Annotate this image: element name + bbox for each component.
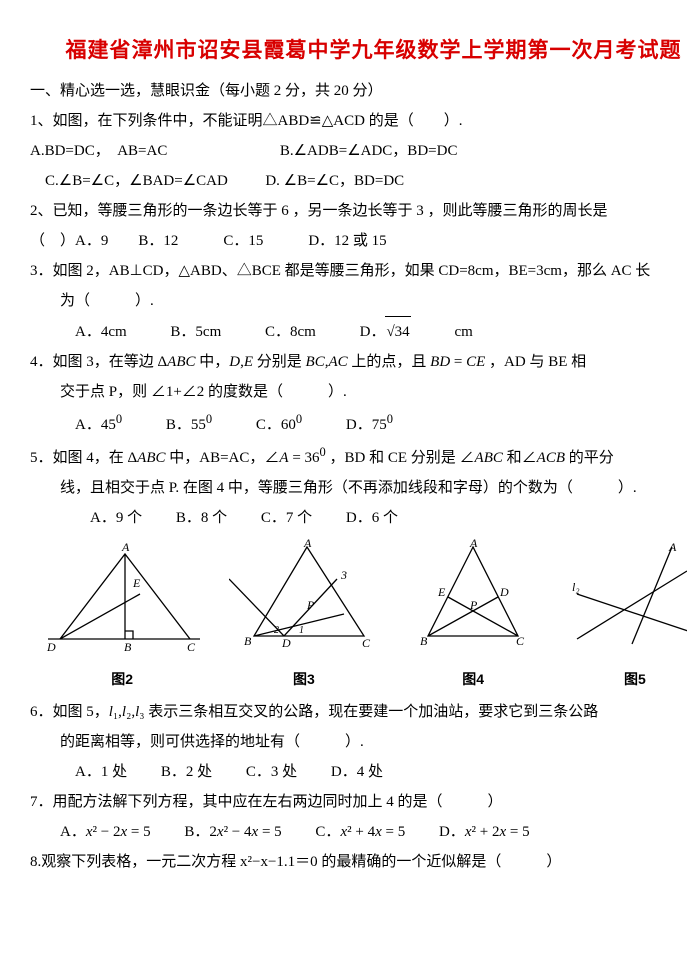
figure-3-caption: 图3: [229, 665, 379, 693]
svg-text:D: D: [281, 636, 291, 650]
q1-opt-b: B.∠ADB=∠ADC，BD=DC: [280, 143, 458, 159]
svg-text:1: 1: [299, 625, 304, 636]
q4-line1: 4．如图 3，在等边 ΔABC 中，D,E 分别是 BC,AC 上的点，且 BD…: [30, 347, 687, 377]
q4-options: A．450 B．550 C．600 D．750: [30, 407, 687, 440]
exam-title: 福建省漳州市诏安县霞葛中学九年级数学上学期第一次月考试题: [30, 30, 687, 72]
q4-opt-d: D．750: [346, 407, 393, 440]
q3-opt-c: C．8cm: [265, 317, 316, 347]
figure-2-svg: A E D B C: [45, 539, 200, 654]
figure-5-svg: A l₁ l₂ l₃: [567, 539, 687, 654]
q5-opt-c: C．7 个: [261, 503, 312, 533]
figure-3: A B D C 3 P 1 2 图3: [229, 539, 379, 693]
figure-4: A B C E D P 图4: [408, 539, 538, 693]
q5-opt-a: A．9 个: [90, 503, 142, 533]
q2-line1: 2、已知，等腰三角形的一条边长等于 6 ，另一条边长等于 3 ，则此等腰三角形的…: [30, 196, 687, 226]
q6-opt-a: A．1 处: [75, 757, 127, 787]
figure-5-caption: 图5: [567, 665, 687, 693]
figure-4-svg: A B C E D P: [408, 539, 538, 654]
svg-text:B: B: [244, 634, 252, 648]
q7-opt-a: A．x² − 2x = 5: [60, 817, 151, 847]
svg-text:C: C: [187, 640, 196, 654]
svg-text:P: P: [469, 598, 478, 612]
svg-text:2: 2: [274, 625, 279, 636]
q7-opt-b: B．2x² − 4x = 5: [184, 817, 281, 847]
svg-text:A: A: [469, 539, 478, 550]
q3-line1: 3．如图 2，AB⊥CD，△ABD、△BCE 都是等腰三角形，如果 CD=8cm…: [30, 256, 687, 286]
q6-line2: 的距离相等，则可供选择的地址有（ ）.: [30, 727, 687, 757]
svg-text:D: D: [499, 585, 509, 599]
q3-options: A．4cm B．5cm C．8cm D．√34 cm: [30, 316, 687, 347]
q3-line2: 为（ ）.: [30, 286, 687, 316]
figure-4-caption: 图4: [408, 665, 538, 693]
q5-opt-d: D．6 个: [346, 503, 398, 533]
q3-opt-a: A．4cm: [75, 317, 127, 347]
q5-opt-b: B．8 个: [176, 503, 227, 533]
q3-line1-text: 3．如图 2，AB⊥CD，△ABD、△BCE 都是等腰三角形，如果 CD=8cm…: [30, 263, 650, 279]
q5-options: A．9 个 B．8 个 C．7 个 D．6 个: [30, 503, 687, 533]
svg-text:A: A: [668, 540, 677, 554]
q1-opt-a: A.BD=DC， AB=AC: [30, 143, 167, 159]
figure-5: A l₁ l₂ l₃ 图5: [567, 539, 687, 693]
svg-text:A: A: [121, 540, 130, 554]
q3-opt-b: B．5cm: [170, 317, 221, 347]
svg-text:l₂: l₂: [572, 580, 580, 594]
figure-2-caption: 图2: [45, 665, 200, 693]
page-number: 1: [30, 895, 687, 921]
figure-3-svg: A B D C 3 P 1 2: [229, 539, 379, 654]
figure-row: A E D B C 图2 A B D C 3 P 1 2 图3: [30, 539, 687, 693]
q5-line1: 5．如图 4，在 ΔABC 中，AB=AC，∠A = 360 ，BD 和 CE …: [30, 440, 687, 473]
q1-stem: 1、如图，在下列条件中，不能证明△ABD≌△ACD 的是（ ）.: [30, 106, 687, 136]
q6-opt-c: C．3 处: [246, 757, 297, 787]
svg-text:E: E: [437, 585, 446, 599]
q6-line1: 6．如图 5，l₁,l₂,l₃ 表示三条相互交叉的公路，现在要建一个加油站，要求…: [30, 697, 687, 727]
q8-stem: 8.观察下列表格，一元二次方程 x²−x−1.1＝0 的最精确的一个近似解是（ …: [30, 847, 687, 877]
q4-line2: 交于点 P，则 ∠1+∠2 的度数是（ ）.: [30, 377, 687, 407]
svg-text:D: D: [46, 640, 56, 654]
svg-text:C: C: [362, 636, 371, 650]
q7-opt-c: C．x² + 4x = 5: [315, 817, 405, 847]
q4-opt-a: A．450: [75, 407, 122, 440]
svg-text:E: E: [132, 576, 141, 590]
q7-options: A．x² − 2x = 5 B．2x² − 4x = 5 C．x² + 4x =…: [30, 817, 687, 847]
q1-opt-c: C.∠B=∠C，∠BAD=∠CAD: [45, 173, 228, 189]
q4-opt-c: C．600: [256, 407, 302, 440]
q5-line2: 线，且相交于点 P. 在图 4 中，等腰三角形（不再添加线段和字母）的个数为（ …: [30, 473, 687, 503]
q7-opt-d: D．x² + 2x = 5: [439, 817, 530, 847]
q1-row1: A.BD=DC， AB=AC B.∠ADB=∠ADC，BD=DC: [30, 136, 687, 166]
q3-opt-d: D．√34 cm: [360, 316, 473, 347]
q7-stem: 7．用配方法解下列方程，其中应在左右两边同时加上 4 的是（ ）: [30, 787, 687, 817]
svg-text:B: B: [420, 634, 428, 648]
q1-row2: C.∠B=∠C，∠BAD=∠CAD D. ∠B=∠C，BD=DC: [30, 166, 687, 196]
svg-text:P: P: [306, 598, 315, 612]
q4-opt-b: B．550: [166, 407, 212, 440]
q6-opt-d: D．4 处: [331, 757, 383, 787]
svg-text:3: 3: [340, 568, 347, 582]
section-heading: 一、精心选一选，慧眼识金（每小题 2 分，共 20 分）: [30, 76, 687, 106]
svg-text:B: B: [124, 640, 132, 654]
q2-line2: （ ）A．9 B．12 C．15 D．12 或 15: [30, 226, 687, 256]
q1-opt-d: D. ∠B=∠C，BD=DC: [265, 173, 404, 189]
q6-opt-b: B．2 处: [161, 757, 212, 787]
figure-2: A E D B C 图2: [45, 539, 200, 693]
svg-text:A: A: [303, 539, 312, 550]
q6-options: A．1 处 B．2 处 C．3 处 D．4 处: [30, 757, 687, 787]
svg-text:C: C: [516, 634, 525, 648]
